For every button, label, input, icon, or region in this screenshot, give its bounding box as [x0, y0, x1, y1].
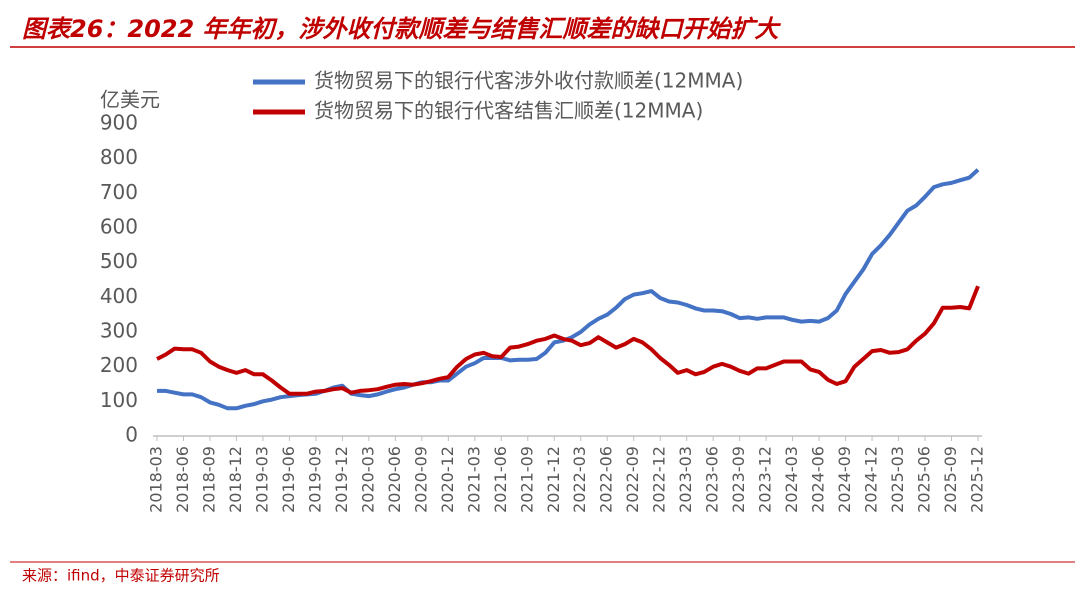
x-tick-label: 2021-06	[491, 446, 510, 513]
y-tick-label: 900	[100, 111, 138, 135]
y-tick-label: 100	[100, 388, 138, 412]
x-tick-label: 2023-12	[756, 446, 775, 513]
x-tick-label: 2024-03	[782, 446, 801, 513]
x-tick-label: 2024-06	[809, 446, 828, 513]
x-tick-label: 2020-03	[358, 446, 377, 513]
legend-label: 货物贸易下的银行代客涉外收付款顺差(12MMA)	[314, 69, 743, 93]
y-tick-label: 700	[100, 180, 138, 204]
x-tick-label: 2020-09	[411, 446, 430, 513]
y-tick-label: 300	[100, 319, 138, 343]
x-tick-label: 2024-09	[835, 446, 854, 513]
x-tick-label: 2018-03	[147, 446, 166, 513]
x-tick-label: 2019-06	[279, 446, 298, 513]
y-tick-label: 0	[125, 423, 138, 447]
x-tick-label: 2025-06	[915, 446, 934, 513]
x-tick-label: 2021-03	[464, 446, 483, 513]
series-line	[156, 285, 980, 396]
y-tick-label: 800	[100, 145, 138, 169]
x-tick-label: 2022-12	[650, 446, 669, 513]
x-tick-label: 2020-12	[438, 446, 457, 513]
x-tick-label: 2025-12	[968, 446, 987, 513]
x-tick-label: 2018-12	[226, 446, 245, 513]
x-tick-label: 2018-06	[173, 446, 192, 513]
x-tick-label: 2021-12	[544, 446, 563, 513]
x-tick-label: 2019-12	[332, 446, 351, 513]
chart-title: 图表26：2022 年年初，涉外收付款顺差与结售汇顺差的缺口开始扩大	[22, 15, 782, 43]
x-tick-label: 2023-06	[703, 446, 722, 513]
x-tick-label: 2022-09	[623, 446, 642, 513]
x-tick-label: 2020-06	[385, 446, 404, 513]
y-tick-label: 600	[100, 215, 138, 239]
x-tick-label: 2019-09	[305, 446, 324, 513]
y-axis-label: 亿美元	[100, 88, 160, 112]
x-tick-label: 2025-03	[888, 446, 907, 513]
series-line	[157, 168, 980, 411]
x-tick-label: 2022-06	[597, 446, 616, 513]
x-tick-label: 2024-12	[862, 446, 881, 513]
x-tick-label: 2018-09	[199, 446, 218, 513]
y-tick-label: 500	[100, 249, 138, 273]
x-tick-label: 2023-03	[676, 446, 695, 513]
y-tick-label: 200	[100, 353, 138, 377]
source: 来源：ifind，中泰证券研究所	[22, 567, 220, 585]
x-tick-label: 2023-09	[729, 446, 748, 513]
x-tick-label: 2021-09	[517, 446, 536, 513]
x-tick-label: 2019-03	[252, 446, 271, 513]
x-tick-label: 2025-09	[941, 446, 960, 513]
legend-label: 货物贸易下的银行代客结售汇顺差(12MMA)	[314, 99, 703, 123]
x-tick-label: 2022-03	[570, 446, 589, 513]
y-tick-label: 400	[100, 284, 138, 308]
